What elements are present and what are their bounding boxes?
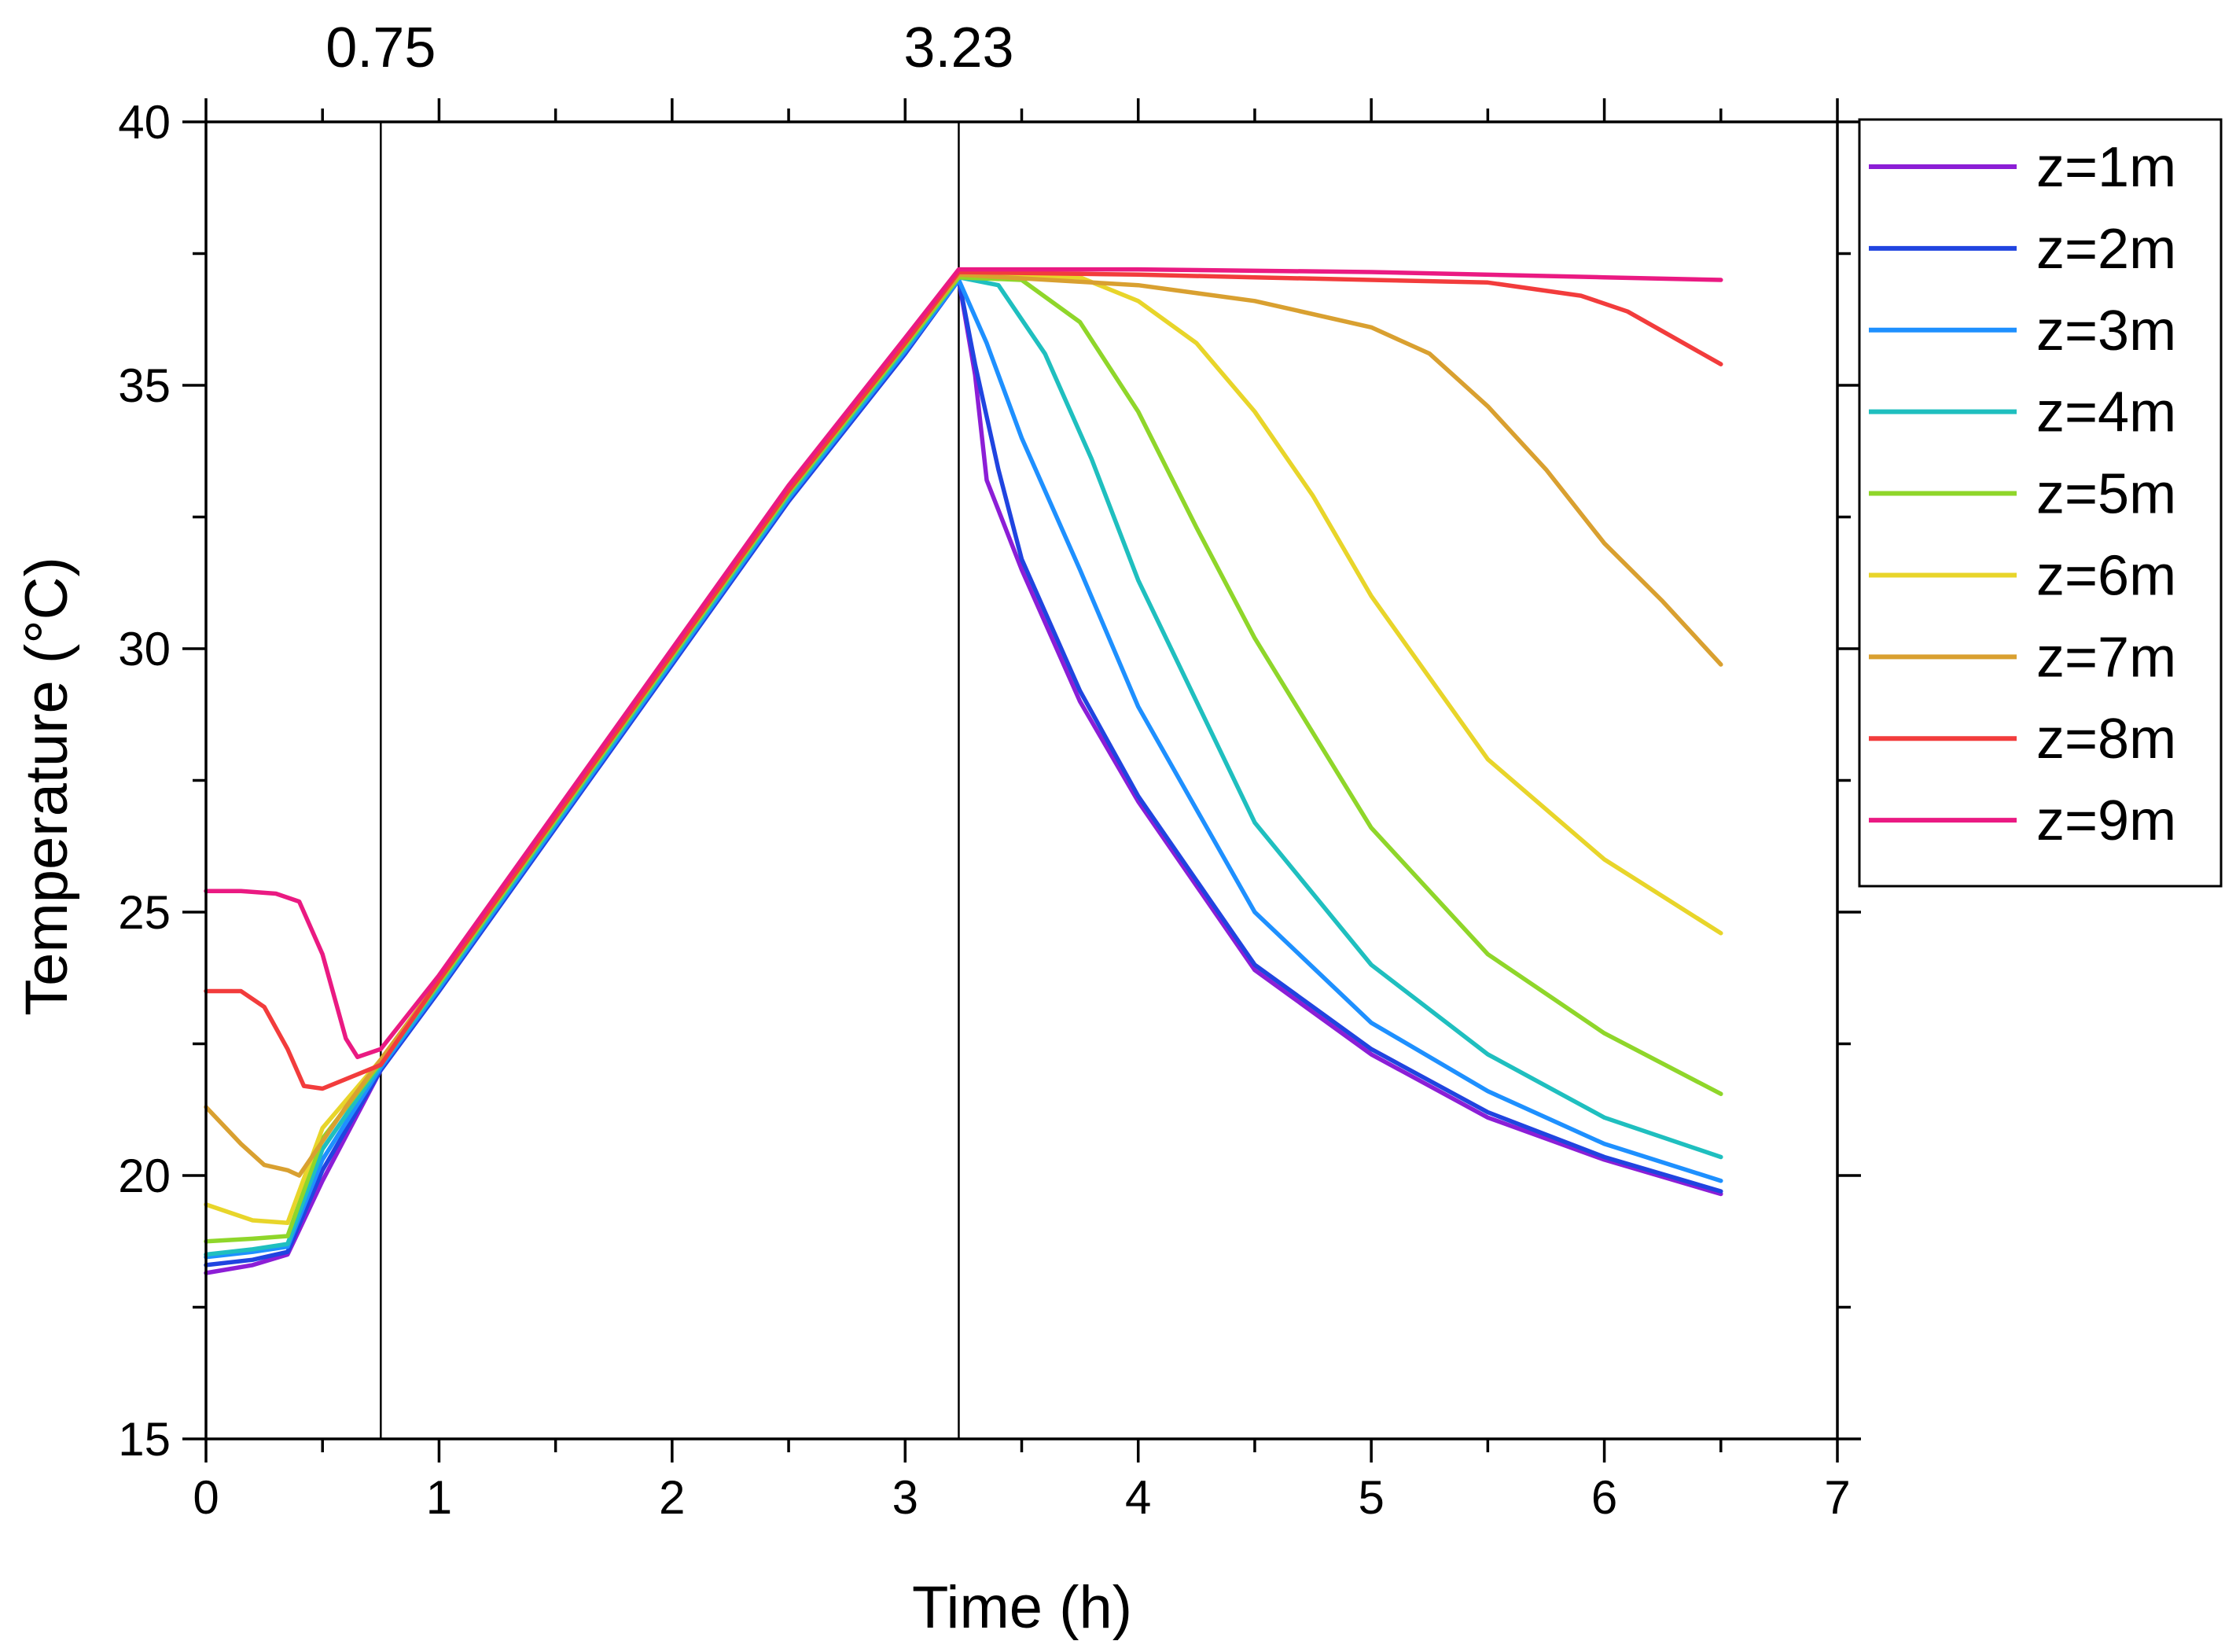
y-axis-title: Temperature (°C) xyxy=(13,557,80,1016)
series-line-9 xyxy=(204,267,1723,1060)
series-lines xyxy=(204,267,1723,1275)
legend-label-9: z=9m xyxy=(2036,789,2176,852)
axis-ticks xyxy=(182,98,1861,1463)
legend-label-4: z=4m xyxy=(2036,381,2176,444)
x-tick-label: 2 xyxy=(659,1471,685,1524)
legend-label-8: z=8m xyxy=(2036,708,2176,771)
x-tick-label: 4 xyxy=(1125,1471,1151,1524)
x-tick-label: 7 xyxy=(1824,1471,1850,1524)
y-tick-label: 40 xyxy=(118,96,171,149)
legend: z=1m z=2m z=3m z=4m z=5m z=6m z=7m z=8m z=9m xyxy=(1858,118,2223,888)
legend-label-5: z=5m xyxy=(2036,463,2176,526)
legend-label-2: z=2m xyxy=(2036,218,2176,281)
y-tick-label: 35 xyxy=(118,359,171,412)
x-tick-label: 1 xyxy=(426,1471,452,1524)
y-tick-label: 20 xyxy=(118,1150,171,1202)
x-tick-label: 0 xyxy=(193,1471,219,1524)
plot-area xyxy=(206,122,1837,1439)
y-tick-label: 25 xyxy=(118,886,171,939)
x-tick-label: 5 xyxy=(1358,1471,1384,1524)
x-tick-label: 6 xyxy=(1591,1471,1617,1524)
legend-label-1: z=1m xyxy=(2036,136,2176,199)
vertical-reference-lines: 0.75 3.23 xyxy=(325,17,1014,1439)
y-tick-label: 30 xyxy=(118,623,171,675)
legend-label-3: z=3m xyxy=(2036,300,2176,362)
legend-label-7: z=7m xyxy=(2036,626,2176,689)
y-tick-label: 15 xyxy=(118,1413,171,1466)
series-line-8 xyxy=(204,270,1723,1091)
vline-label-1: 3.23 xyxy=(903,17,1013,79)
x-axis-title: Time (h) xyxy=(912,1574,1132,1641)
tick-labels: 0 1 2 3 4 5 6 7 15 20 25 30 35 40 xyxy=(118,96,1850,1524)
plot-background xyxy=(206,122,1837,1439)
vline-label-0: 0.75 xyxy=(325,17,436,79)
x-tick-label: 3 xyxy=(892,1471,918,1524)
legend-label-6: z=6m xyxy=(2036,544,2176,607)
